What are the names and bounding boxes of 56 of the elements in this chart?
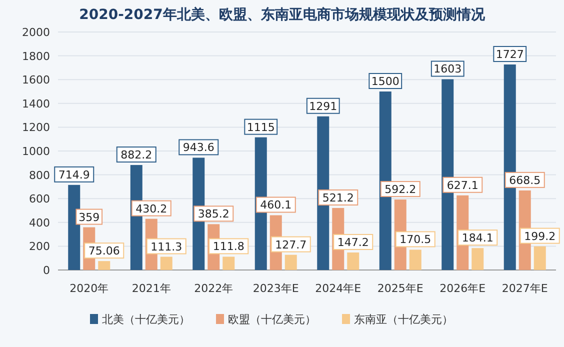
y-tick-label: 1400 (22, 97, 50, 110)
data-label: 147.2 (337, 236, 369, 249)
x-tick-label: 2023年E (252, 282, 299, 295)
data-label: 170.5 (400, 233, 432, 246)
data-label: 460.1 (260, 198, 292, 212)
data-label: 184.1 (462, 232, 494, 245)
bar (534, 246, 546, 270)
data-label: 521.2 (322, 191, 354, 204)
data-label: 111.3 (150, 240, 182, 254)
data-label: 1291 (309, 100, 338, 113)
data-label: 592.2 (384, 183, 416, 196)
data-label: 1727 (496, 48, 524, 61)
data-label: 359 (78, 210, 100, 224)
bar (347, 252, 360, 270)
legend-label: 北美（十亿美元） (102, 313, 190, 326)
data-label: 627.1 (446, 178, 478, 192)
data-label: 943.6 (182, 141, 214, 154)
bar (222, 256, 235, 270)
y-tick-label: 1600 (22, 74, 50, 87)
y-tick-label: 2000 (22, 26, 50, 39)
data-label: 1500 (371, 75, 400, 88)
bar (284, 254, 297, 270)
data-label: 111.8 (212, 240, 244, 254)
data-label: 430.2 (136, 202, 168, 216)
data-label: 1603 (434, 62, 462, 76)
data-label: 75.06 (88, 244, 120, 258)
data-label: 882.2 (120, 148, 152, 162)
y-tick-label: 0 (43, 264, 50, 277)
bar (409, 250, 422, 270)
legend-label: 欧盟（十亿美元） (228, 313, 316, 326)
bar (472, 248, 484, 270)
y-tick-label: 800 (29, 168, 50, 182)
data-label: 199.2 (524, 230, 556, 243)
data-label: 1115 (246, 120, 275, 134)
x-tick-label: 2026年E (440, 282, 486, 295)
x-tick-label: 2024年E (315, 282, 362, 295)
y-tick-label: 1000 (22, 145, 50, 158)
y-tick-label: 1800 (22, 50, 50, 63)
data-label: 714.9 (58, 168, 90, 182)
data-label: 668.5 (509, 174, 541, 187)
bar (98, 261, 110, 270)
data-label: 127.7 (275, 238, 307, 252)
y-tick-label: 200 (29, 240, 50, 254)
x-tick-label: 2025年E (377, 282, 424, 295)
y-tick-label: 1200 (22, 121, 50, 134)
y-tick-label: 400 (29, 216, 50, 230)
x-tick-label: 2020年 (70, 282, 109, 295)
y-tick-label: 600 (29, 192, 50, 206)
chart-title: 2020-2027年北美、欧盟、东南亚电商市场规模现状及预测情况 (79, 6, 486, 23)
x-tick-label: 2027年E (502, 282, 548, 295)
x-tick-label: 2022年 (194, 282, 234, 295)
x-tick-label: 2021年 (132, 282, 171, 295)
legend-label: 东南亚（十亿美元） (354, 313, 453, 326)
data-label: 385.2 (198, 208, 230, 221)
bar (160, 256, 172, 270)
bar (68, 184, 80, 270)
